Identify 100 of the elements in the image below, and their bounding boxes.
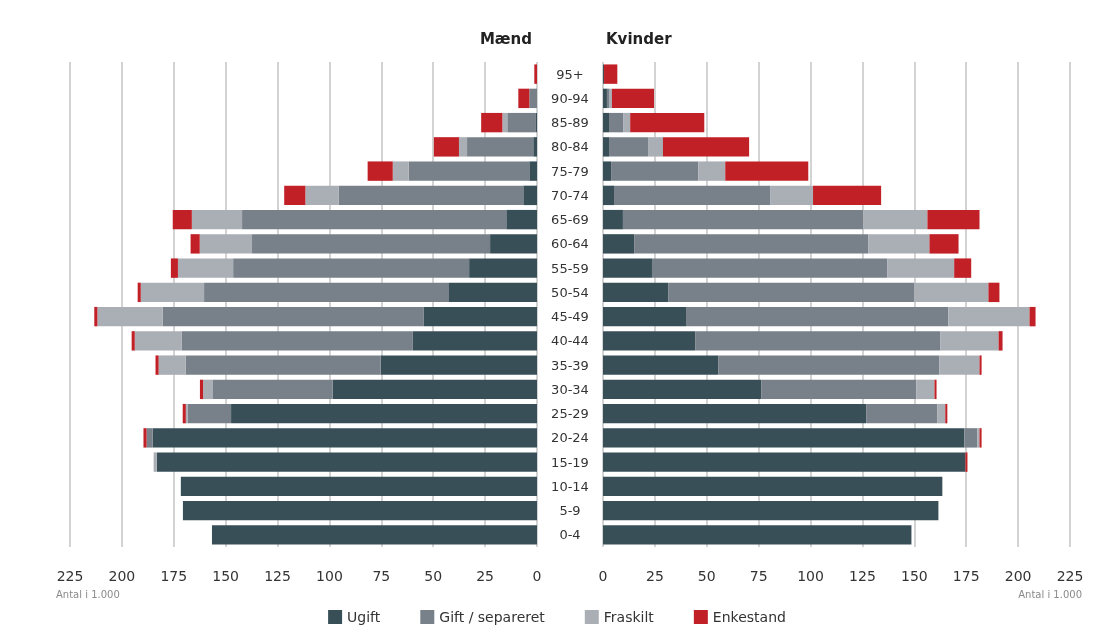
x-tick-label: 75 (372, 568, 391, 584)
bar (954, 258, 972, 278)
bar (187, 403, 232, 424)
bar (367, 161, 393, 181)
bar (182, 500, 537, 521)
x-tick-label: 150 (212, 568, 240, 584)
bar (623, 112, 631, 133)
bar (211, 525, 537, 545)
bar (170, 258, 178, 278)
bar (146, 428, 153, 448)
bar (458, 137, 468, 157)
bar (603, 500, 939, 521)
bar (433, 137, 459, 157)
x-tick-label: 75 (749, 568, 768, 584)
bar (172, 209, 192, 230)
bar (529, 161, 537, 181)
bar (614, 185, 771, 206)
x-tick-label: 25 (476, 568, 495, 584)
bar (603, 185, 614, 206)
x-tick-label: 0 (598, 568, 608, 584)
bar (945, 403, 948, 424)
x-tick-label: 125 (264, 568, 291, 584)
bar (988, 282, 1000, 303)
bar (506, 209, 537, 230)
bar (143, 428, 147, 448)
bar (529, 88, 537, 109)
bar (611, 161, 699, 181)
legend-label: Fraskilt (603, 609, 655, 625)
bar (338, 185, 524, 206)
bar (686, 306, 949, 327)
x-tick-label: 50 (697, 568, 716, 584)
y-tick-label: 10-14 (551, 478, 589, 494)
chart-title: Kvinder (606, 29, 673, 48)
y-tick-label: 60-64 (551, 236, 589, 252)
bar (603, 137, 610, 157)
bar (761, 379, 917, 400)
bar (94, 306, 98, 327)
bar (914, 282, 989, 303)
bar (603, 258, 652, 278)
bar (242, 209, 507, 230)
y-tick-label: 25-29 (551, 406, 589, 422)
bar (634, 234, 869, 254)
bar (305, 185, 339, 206)
bar (199, 234, 253, 254)
bar (603, 112, 610, 133)
legend-label: Gift / separeret (439, 609, 546, 625)
bar (332, 379, 537, 400)
bar (518, 88, 530, 109)
bar (412, 331, 537, 351)
y-tick-label: 75-79 (551, 163, 589, 179)
bar (948, 306, 1030, 327)
x-tick-label: 50 (424, 568, 443, 584)
bar (408, 161, 530, 181)
bar (603, 355, 719, 375)
bar (190, 234, 200, 254)
bar (1029, 306, 1036, 327)
bar (718, 355, 940, 375)
x-tick-label: 125 (849, 568, 876, 584)
bar (929, 234, 959, 254)
y-tick-label: 5-9 (559, 503, 581, 519)
bar (609, 137, 649, 157)
bar (191, 209, 243, 230)
bar (158, 355, 186, 375)
bar (603, 525, 912, 545)
bar (868, 234, 930, 254)
bar (180, 476, 537, 497)
bar (668, 282, 915, 303)
bar (603, 234, 635, 254)
y-tick-label: 40-44 (551, 333, 589, 349)
bar (603, 403, 867, 424)
bar (481, 112, 503, 133)
x-tick-label: 175 (952, 568, 980, 584)
chart-title: Mænd (479, 29, 532, 48)
bar (695, 331, 941, 351)
x-tick-label: 200 (108, 568, 136, 584)
bar (199, 379, 204, 400)
bar (603, 209, 623, 230)
bar (609, 112, 624, 133)
y-tick-label: 0-4 (559, 527, 581, 543)
bar (252, 234, 491, 254)
bar (866, 403, 938, 424)
bar (185, 355, 381, 375)
y-tick-label: 55-59 (551, 260, 589, 276)
y-tick-label: 65-69 (551, 212, 589, 228)
bar (725, 161, 809, 181)
bar (622, 209, 864, 230)
bar (204, 282, 449, 303)
x-tick-label: 0 (532, 568, 542, 584)
bar (502, 112, 508, 133)
bar (155, 355, 159, 375)
bar (162, 306, 424, 327)
bar (469, 258, 537, 278)
bar (934, 379, 937, 400)
y-tick-label: 85-89 (551, 115, 589, 131)
bar (97, 306, 163, 327)
bar (651, 258, 888, 278)
bar (603, 428, 965, 448)
bar (611, 88, 655, 109)
bar (153, 452, 157, 472)
bar (927, 209, 980, 230)
